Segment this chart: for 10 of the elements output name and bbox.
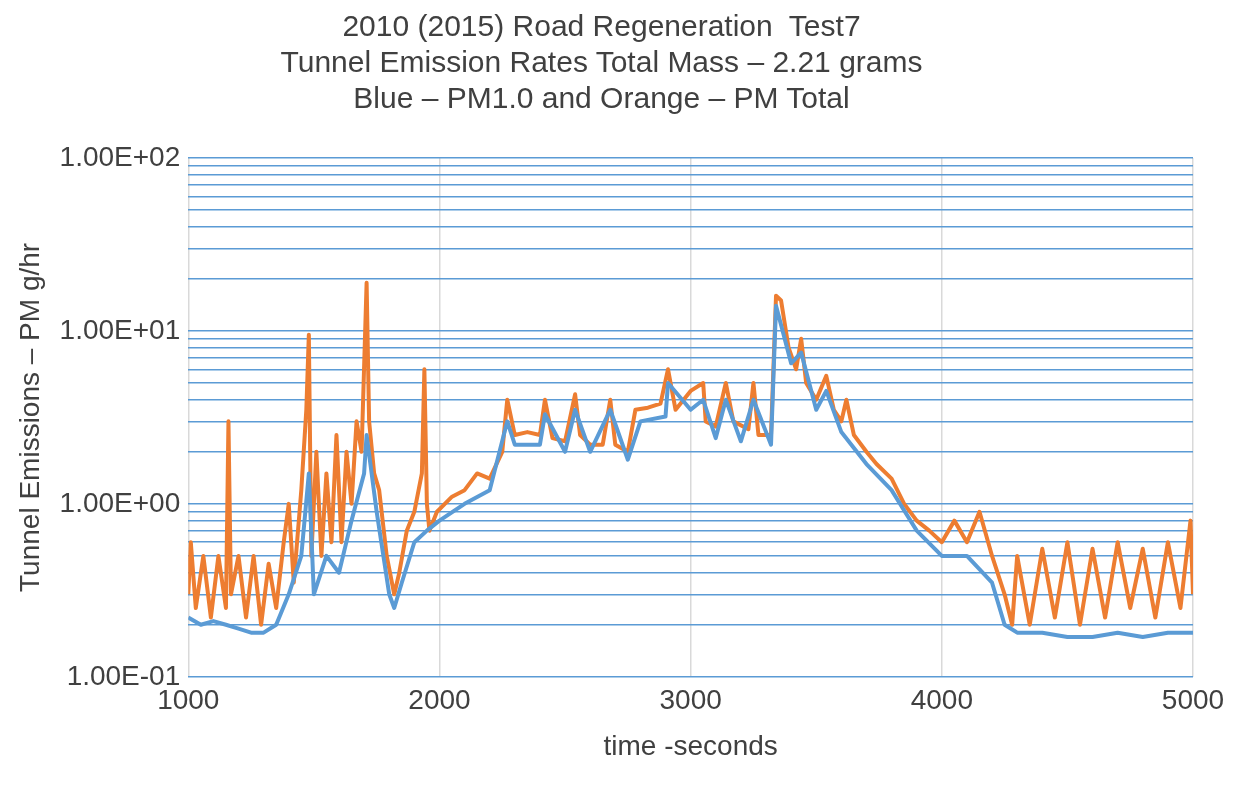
x-tick-label: 4000 (910, 684, 973, 716)
y-axis-title: Tunnel Emissions – PM g/hr (13, 242, 45, 592)
x-tick-label: 5000 (1161, 684, 1225, 716)
x-tick-label: 2000 (408, 684, 471, 716)
y-tick-label: 1.00E+02 (59, 140, 181, 172)
y-tick-label: 1.00E+01 (59, 313, 181, 345)
x-axis-title: time -seconds (603, 729, 778, 761)
chart-title: 2010 (2015) Road Regeneration Test7 Tunnel Emission Rates Total Mass – 2.21 grams Blue – PM1.0 and Orange – PM Total (280, 9, 923, 115)
y-tick-label: 1.00E+00 (59, 486, 181, 518)
x-tick-label: 3000 (659, 684, 722, 716)
